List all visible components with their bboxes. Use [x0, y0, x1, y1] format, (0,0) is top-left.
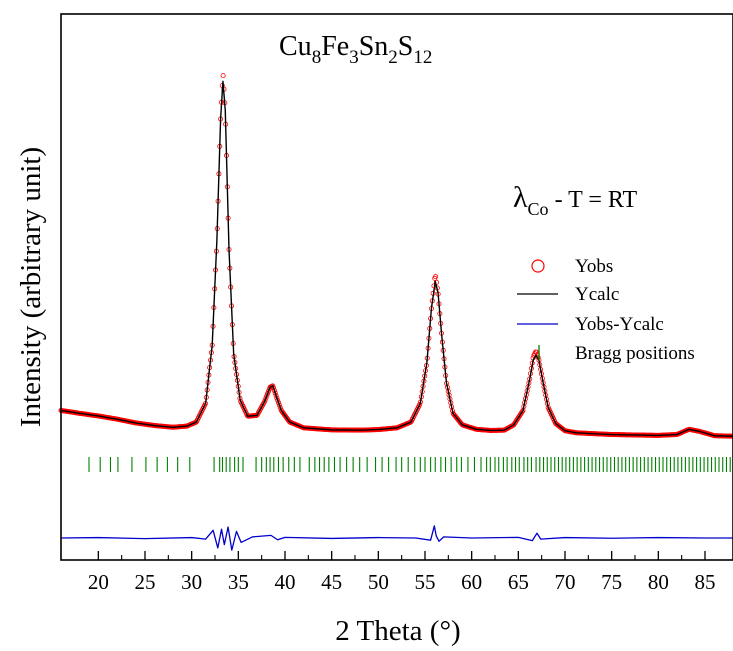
yobs-point: [265, 388, 271, 394]
plot-frame: [60, 13, 733, 561]
calculated-layer: [60, 80, 733, 437]
x-tick-label: 35: [228, 570, 249, 594]
yobs-point: [265, 391, 271, 397]
legend-diff-label: Yobs-Ycalc: [575, 314, 664, 335]
condition-text: λCo - T = RT: [513, 181, 637, 219]
ycalc-line: [60, 80, 733, 437]
observed-layer: [58, 73, 733, 439]
yobs-point: [417, 402, 423, 408]
yobs-point: [263, 395, 269, 401]
legend-ycalc-label: Ycalc: [575, 284, 619, 305]
formula-text: Cu8Fe3Sn2S12: [279, 31, 432, 68]
x-tick-label: 60: [461, 570, 482, 594]
legend-yobs-label: Yobs: [575, 256, 613, 277]
x-tick-label: 65: [508, 570, 529, 594]
x-axis-ticks: 20 25 30 35 40 45 50 55 60 65 70 75 80 85: [88, 551, 716, 594]
legend: Yobs Ycalc Yobs-Ycalc Bragg positions: [517, 256, 695, 364]
difference-layer: [60, 525, 733, 551]
x-tick-label: 85: [695, 570, 716, 594]
x-tick-label: 45: [321, 570, 342, 594]
formula-annotation: Cu8Fe3Sn2S12: [279, 31, 432, 68]
yobs-point: [220, 73, 226, 79]
diff-line: [60, 525, 733, 551]
x-tick-label: 20: [88, 570, 109, 594]
condition-annotation: λCo - T = RT: [513, 181, 637, 219]
y-axis-title: Intensity (arbitrary unit): [15, 147, 47, 427]
legend-yobs-marker: [531, 259, 545, 273]
x-tick-label: 40: [275, 570, 296, 594]
yobs-point: [264, 393, 270, 399]
legend-bragg-label: Bragg positions: [575, 343, 695, 364]
bragg-ticks: [88, 457, 731, 472]
yobs-point: [262, 397, 268, 403]
x-tick-label: 80: [648, 570, 669, 594]
x-axis-title: 2 Theta (°): [335, 615, 460, 647]
x-tick-label: 70: [555, 570, 576, 594]
yobs-point: [433, 274, 439, 280]
x-tick-label: 50: [368, 570, 389, 594]
x-tick-label: 25: [135, 570, 156, 594]
x-tick-label: 55: [415, 570, 436, 594]
x-tick-label: 30: [181, 570, 202, 594]
x-tick-label: 75: [601, 570, 622, 594]
